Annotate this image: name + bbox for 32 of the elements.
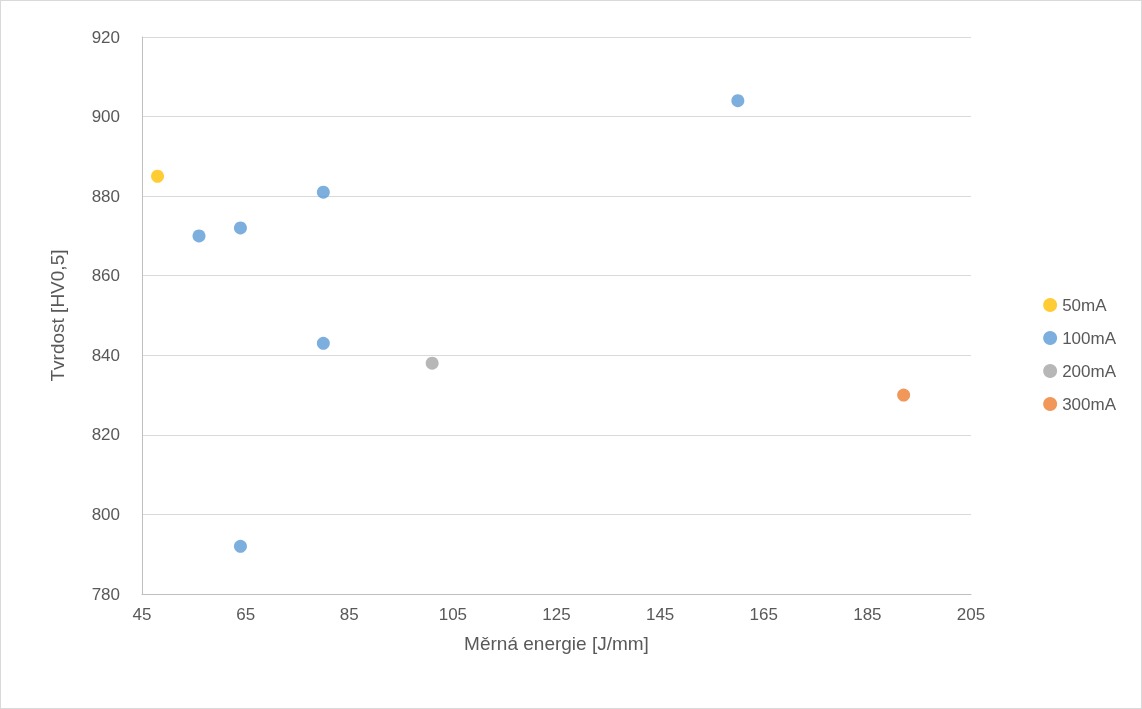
point <box>731 94 745 108</box>
x-tick-label: 205 <box>956 605 986 624</box>
point <box>316 336 330 350</box>
point <box>192 229 206 243</box>
legend-label: 50mA <box>1062 295 1108 315</box>
y-tick-label: 880 <box>91 186 120 206</box>
x-tick-label: 65 <box>236 605 256 624</box>
point <box>425 356 439 370</box>
x-tick-label: 125 <box>542 605 571 624</box>
point <box>151 169 165 183</box>
x-tick-label: 105 <box>438 605 468 624</box>
point <box>897 388 911 402</box>
y-tick-label: 820 <box>91 425 120 445</box>
y-tick-label: 920 <box>91 27 120 47</box>
legend-label: 200mA <box>1062 361 1117 381</box>
x-tick-label: 185 <box>853 605 882 624</box>
x-tick-label: 145 <box>645 605 675 624</box>
x-tick-label: 165 <box>749 605 778 624</box>
x-axis-title: Měrná energie [J/mm] <box>464 633 649 654</box>
legend-label: 100mA <box>1062 328 1117 348</box>
y-tick-label: 840 <box>91 345 120 365</box>
y-tick-label: 780 <box>91 584 120 604</box>
x-tick-label: 85 <box>339 605 359 624</box>
point <box>233 221 247 235</box>
y-tick-label: 900 <box>91 107 120 127</box>
point <box>316 185 330 199</box>
y-axis-title: Tvrdost [HV0,5] <box>47 249 68 382</box>
y-tick-label: 860 <box>91 266 120 286</box>
legend-label: 300mA <box>1062 394 1117 414</box>
point <box>233 539 247 553</box>
x-tick-label: 45 <box>132 605 152 624</box>
y-tick-label: 800 <box>91 504 120 524</box>
